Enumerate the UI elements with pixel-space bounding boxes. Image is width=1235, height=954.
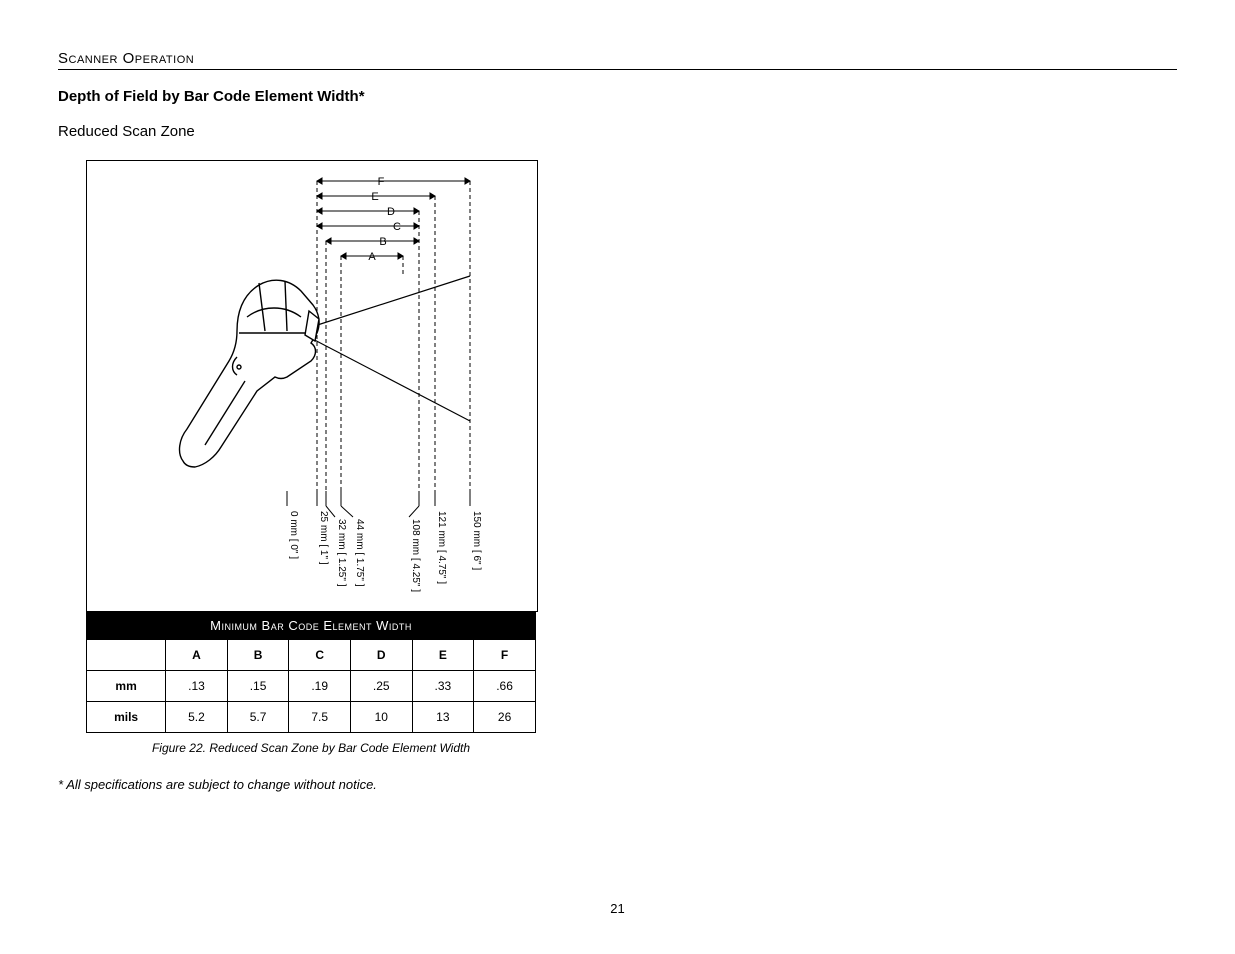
dist-label-1: 25 mm [ 1" ] <box>318 511 329 565</box>
col-e: E <box>412 640 474 671</box>
cell: 10 <box>350 702 412 733</box>
dist-label-0: 0 mm [ 0" ] <box>288 511 299 559</box>
page-title: Depth of Field by Bar Code Element Width… <box>58 88 1177 105</box>
footnote: * All specifications are subject to chan… <box>58 777 1177 792</box>
cell: .66 <box>474 671 536 702</box>
cell: .19 <box>289 671 351 702</box>
dist-label-2: 32 mm [ 1.25" ] <box>336 519 347 587</box>
cell: 26 <box>474 702 536 733</box>
dist-label-3: 44 mm [ 1.75" ] <box>354 519 365 587</box>
col-a: A <box>166 640 228 671</box>
table-row: mils 5.2 5.7 7.5 10 13 26 <box>87 702 536 733</box>
table-corner <box>87 640 166 671</box>
dist-label-4: 108 mm [ 4.25" ] <box>410 519 421 592</box>
diagram-svg: F E D C B A <box>87 161 537 611</box>
col-c: C <box>289 640 351 671</box>
dist-label-5: 121 mm [ 4.75" ] <box>436 511 447 584</box>
dim-label-f: F <box>378 176 385 188</box>
row-label-mils: mils <box>87 702 166 733</box>
cell: .13 <box>166 671 228 702</box>
col-f: F <box>474 640 536 671</box>
cell: .33 <box>412 671 474 702</box>
col-b: B <box>227 640 289 671</box>
element-width-table: Minimum Bar Code Element Width A B C D E… <box>86 611 536 733</box>
page-number: 21 <box>0 901 1235 916</box>
scan-zone-diagram: F E D C B A <box>86 160 538 612</box>
col-d: D <box>350 640 412 671</box>
row-label-mm: mm <box>87 671 166 702</box>
cell: 5.2 <box>166 702 228 733</box>
dim-label-a: A <box>368 251 376 263</box>
cell: .15 <box>227 671 289 702</box>
page-subtitle: Reduced Scan Zone <box>58 123 1177 140</box>
dim-label-d: D <box>387 206 395 218</box>
cell: .25 <box>350 671 412 702</box>
dim-label-e: E <box>371 191 378 203</box>
cell: 5.7 <box>227 702 289 733</box>
dist-label-6: 150 mm [ 6" ] <box>471 511 482 570</box>
dim-label-c: C <box>393 221 401 233</box>
dim-label-b: B <box>379 236 386 248</box>
section-header: Scanner Operation <box>58 50 1177 70</box>
figure: F E D C B A <box>86 160 536 755</box>
cell: 7.5 <box>289 702 351 733</box>
table-header: Minimum Bar Code Element Width <box>87 612 536 640</box>
figure-caption: Figure 22. Reduced Scan Zone by Bar Code… <box>86 741 536 755</box>
cell: 13 <box>412 702 474 733</box>
table-row: mm .13 .15 .19 .25 .33 .66 <box>87 671 536 702</box>
